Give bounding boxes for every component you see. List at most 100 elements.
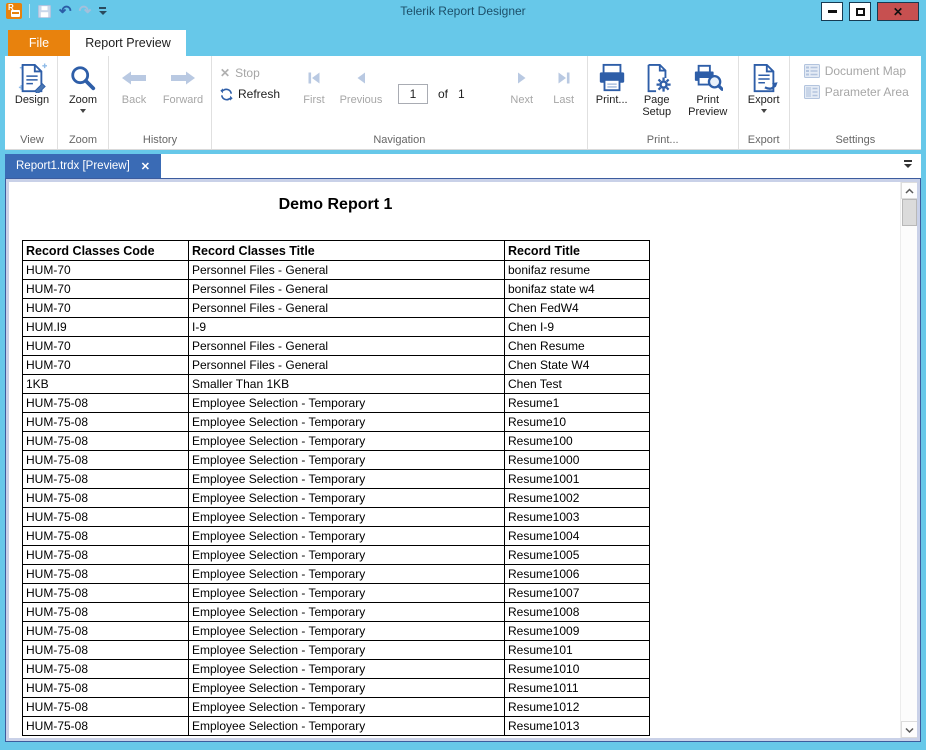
- minimize-button[interactable]: [821, 2, 843, 21]
- table-cell: HUM-75-08: [22, 526, 189, 546]
- print-preview-icon: [693, 61, 723, 94]
- undo-icon[interactable]: ↶: [59, 2, 72, 20]
- table-row: HUM-75-08 Employee Selection - Temporary R…: [22, 678, 650, 698]
- print-button[interactable]: Print...: [590, 59, 634, 106]
- table-cell: HUM-75-08: [22, 393, 189, 413]
- last-page-button[interactable]: Last: [543, 59, 585, 106]
- tab-file[interactable]: File: [8, 30, 70, 56]
- group-label-settings: Settings: [835, 134, 876, 146]
- table-cell: Employee Selection - Temporary: [188, 716, 505, 736]
- first-page-button[interactable]: First: [294, 59, 334, 106]
- page-navigation-box: of 1: [398, 84, 479, 104]
- export-button-label: Export: [747, 94, 780, 106]
- table-row: HUM-75-08 Employee Selection - Temporary R…: [22, 393, 650, 413]
- next-page-button[interactable]: Next: [501, 59, 543, 106]
- table-row: HUM-75-08 Employee Selection - Temporary R…: [22, 564, 650, 584]
- table-cell: Chen FedW4: [504, 298, 650, 318]
- zoom-button[interactable]: Zoom: [60, 59, 106, 113]
- ribbon-tab-row: File Report Preview: [0, 22, 926, 56]
- table-cell: Employee Selection - Temporary: [188, 393, 505, 413]
- document-tab-report1[interactable]: Report1.trdx [Preview] ✕: [5, 154, 161, 178]
- minimize-icon: [827, 10, 837, 13]
- table-cell: HUM-70: [22, 336, 189, 356]
- table-cell: HUM-70: [22, 355, 189, 375]
- table-cell: HUM-75-08: [22, 450, 189, 470]
- table-row: HUM-75-08 Employee Selection - Temporary R…: [22, 640, 650, 660]
- page-setup-button-label: Page Setup: [642, 94, 672, 118]
- table-row: HUM-75-08 Employee Selection - Temporary R…: [22, 697, 650, 717]
- stop-button[interactable]: ✕ Stop: [220, 65, 294, 81]
- back-button[interactable]: Back: [111, 59, 157, 106]
- table-cell: Chen I-9: [504, 317, 650, 337]
- qat-customize-icon[interactable]: [98, 7, 107, 15]
- refresh-button[interactable]: Refresh: [220, 86, 294, 102]
- report-preview-page: Demo Report 1 Record Classes Code Record…: [9, 182, 917, 738]
- parameter-area-button[interactable]: Parameter Area: [803, 84, 909, 100]
- table-row: 1KB Smaller Than 1KB Chen Test: [22, 374, 650, 394]
- refresh-button-label: Refresh: [238, 87, 281, 101]
- vertical-scrollbar[interactable]: [900, 182, 917, 738]
- redo-icon[interactable]: ↷: [78, 2, 92, 20]
- document-map-button[interactable]: Document Map: [803, 63, 909, 79]
- table-row: HUM-75-08 Employee Selection - Temporary R…: [22, 602, 650, 622]
- report-table: Record Classes Code Record Classes Title…: [22, 240, 650, 736]
- table-cell: Employee Selection - Temporary: [188, 412, 505, 432]
- table-cell: HUM-70: [22, 298, 189, 318]
- app-icon[interactable]: R: [6, 3, 22, 19]
- document-tab-label: Report1.trdx [Preview]: [16, 160, 130, 172]
- table-row: HUM-75-08 Employee Selection - Temporary R…: [22, 507, 650, 527]
- table-cell: HUM-70: [22, 279, 189, 299]
- export-icon: [749, 61, 779, 94]
- table-cell: Resume1004: [504, 526, 650, 546]
- maximize-button[interactable]: [849, 2, 871, 21]
- design-button[interactable]: Design: [9, 59, 55, 106]
- tab-report-preview[interactable]: Report Preview: [70, 30, 186, 56]
- back-button-label: Back: [121, 94, 147, 106]
- group-label-view: View: [20, 134, 44, 146]
- table-cell: HUM-75-08: [22, 602, 189, 622]
- scroll-up-button[interactable]: [901, 182, 917, 199]
- document-map-icon: [803, 64, 820, 78]
- table-row: HUM-75-08 Employee Selection - Temporary R…: [22, 716, 650, 736]
- table-cell: HUM-75-08: [22, 697, 189, 717]
- table-cell: Resume1012: [504, 697, 650, 717]
- table-cell: Resume1009: [504, 621, 650, 641]
- document-tab-close-icon[interactable]: ✕: [140, 160, 150, 173]
- table-cell: bonifaz resume: [504, 260, 650, 280]
- tabstrip-options-icon[interactable]: [904, 160, 912, 168]
- page-setup-button[interactable]: Page Setup: [634, 59, 680, 118]
- table-row: HUM-70 Personnel Files - General bonifaz r…: [22, 260, 650, 280]
- page-number-input[interactable]: [398, 84, 428, 104]
- table-row: HUM-75-08 Employee Selection - Temporary R…: [22, 450, 650, 470]
- table-cell: Employee Selection - Temporary: [188, 640, 505, 660]
- total-pages-label: 1: [458, 87, 465, 101]
- ribbon-group-zoom: Zoom Zoom: [58, 56, 109, 149]
- table-cell: Employee Selection - Temporary: [188, 545, 505, 565]
- table-row: HUM-75-08 Employee Selection - Temporary R…: [22, 659, 650, 679]
- group-label-navigation: Navigation: [373, 134, 426, 146]
- table-cell: HUM-75-08: [22, 678, 189, 698]
- forward-button[interactable]: Forward: [157, 59, 209, 106]
- scroll-down-button[interactable]: [901, 721, 917, 738]
- print-preview-button[interactable]: Print Preview: [680, 59, 736, 118]
- document-map-label: Document Map: [824, 64, 907, 78]
- close-button[interactable]: ✕: [877, 2, 919, 21]
- table-cell: Resume1005: [504, 545, 650, 565]
- table-cell: Resume1011: [504, 678, 650, 698]
- table-cell: Resume1013: [504, 716, 650, 736]
- table-row: HUM-75-08 Employee Selection - Temporary R…: [22, 583, 650, 603]
- stop-button-label: Stop: [235, 66, 260, 80]
- qat-separator: [29, 4, 30, 18]
- table-cell: HUM-75-08: [22, 507, 189, 527]
- table-cell: Employee Selection - Temporary: [188, 621, 505, 641]
- table-cell: Resume1003: [504, 507, 650, 527]
- scrollbar-thumb[interactable]: [902, 199, 917, 226]
- next-page-icon: [514, 61, 530, 94]
- export-button[interactable]: Export: [741, 59, 787, 113]
- report-table-body: HUM-70 Personnel Files - General bonifaz r…: [22, 260, 650, 736]
- column-header-record-classes-code: Record Classes Code: [22, 240, 189, 261]
- table-cell: HUM-70: [22, 260, 189, 280]
- back-icon: [121, 61, 147, 94]
- save-icon[interactable]: [37, 4, 52, 19]
- previous-page-button[interactable]: Previous: [334, 59, 388, 106]
